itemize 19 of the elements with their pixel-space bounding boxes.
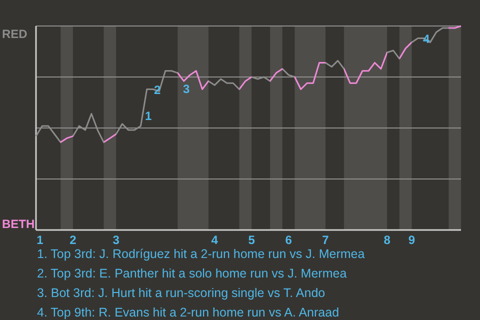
x-tick-label: 7 — [322, 233, 330, 247]
x-tick-label: 4 — [211, 233, 218, 247]
text: BETH — [2, 217, 35, 231]
text: RED — [2, 27, 28, 41]
x-tick-label: 3 — [112, 233, 120, 247]
text: 3. Bot 3rd: J. Hurt hit a run-scoring single vs T. Ando — [37, 286, 326, 300]
annotation: 4 — [423, 32, 430, 46]
annotation: 3 — [183, 82, 190, 96]
text: 1. Top 3rd: J. Rodríguez hit a 2-run home run vs J. Mermea — [37, 247, 365, 261]
x-tick-label: 1 — [36, 233, 44, 247]
annotation: 2 — [154, 83, 161, 97]
x-tick-label: 9 — [408, 233, 416, 247]
x-tick-label: 8 — [384, 233, 391, 247]
x-tick-label: 2 — [70, 233, 77, 247]
text: 2. Top 3rd: E. Panther hit a solo home run vs J. Mermea — [37, 266, 347, 280]
x-tick-label: 5 — [248, 233, 256, 247]
annotation: 1 — [145, 109, 152, 123]
text: 4. Top 9th: R. Evans hit a 2-run home run vs A. Anraad — [37, 306, 340, 320]
x-tick-label: 6 — [285, 233, 292, 247]
